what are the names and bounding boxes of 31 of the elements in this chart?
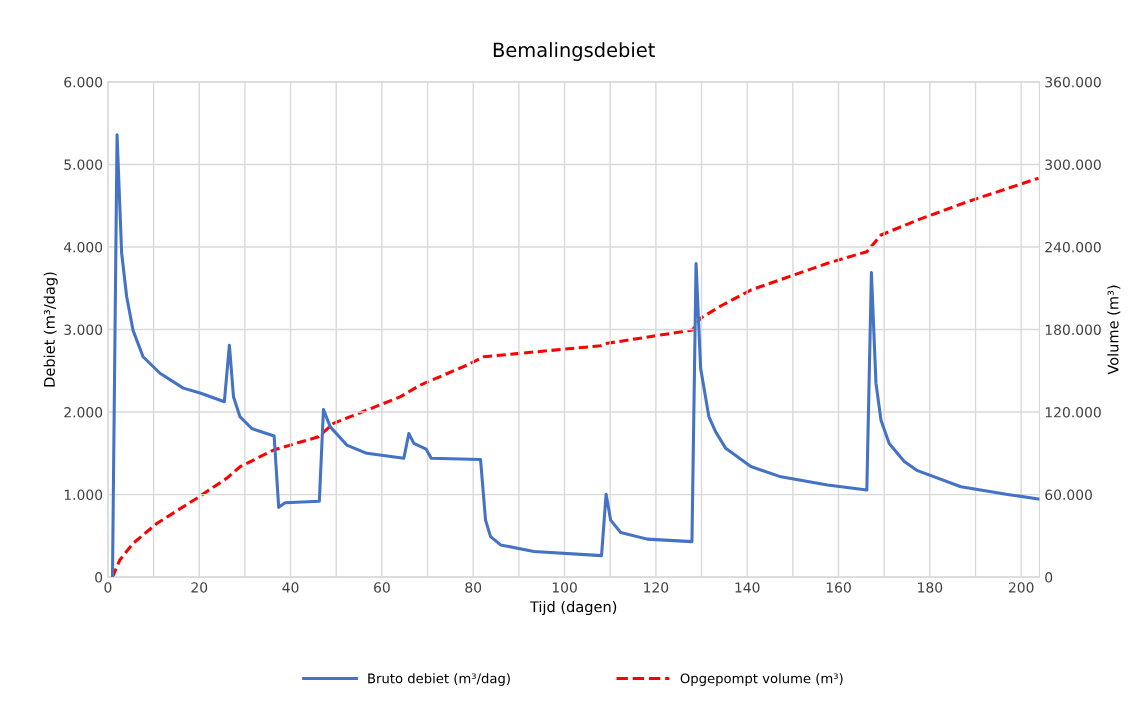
y2-tick-label: 360.000 — [1045, 76, 1101, 88]
y2-tick-label: 180.000 — [1045, 324, 1101, 335]
x-tick-label: 200 — [1008, 582, 1034, 593]
x-tick-label: 0 — [104, 582, 112, 593]
y-tick-label: 6.000 — [64, 76, 103, 88]
y-tick-label: 2.000 — [64, 407, 103, 418]
y2-tick-label: 60.000 — [1045, 489, 1092, 501]
y2-tick-label: 240.000 — [1045, 241, 1101, 253]
y-tick-label: 3.000 — [64, 324, 103, 335]
x-tick-label: 120 — [644, 582, 669, 593]
y-tick-label: 4.000 — [63, 241, 103, 253]
y2-axis-title: Volume (m³) — [1107, 285, 1121, 375]
x-tick-label: 160 — [826, 582, 851, 593]
x-tick-label: 40 — [282, 582, 299, 593]
y-tick-label: 1.000 — [64, 489, 103, 501]
y-tick-label: 5.000 — [64, 159, 103, 170]
legend-label: Bruto debiet (m³/dag) — [368, 673, 510, 686]
chart-title: Bemalingsdebiet — [493, 42, 655, 61]
x-tick-label: 80 — [465, 582, 482, 593]
x-tick-label: 20 — [191, 582, 208, 593]
y2-tick-label: 300.000 — [1045, 159, 1101, 170]
y2-tick-label: 0 — [1045, 572, 1053, 583]
x-tick-label: 180 — [918, 582, 943, 593]
legend-label: Opgepompt volume (m³) — [680, 673, 843, 686]
x-tick-label: 140 — [735, 582, 760, 593]
x-tick-label: 100 — [552, 582, 577, 593]
x-axis-title: Tijd (dagen) — [529, 600, 617, 616]
y-tick-label: 0 — [95, 572, 103, 583]
y-axis-title: Debiet (m³/dag) — [43, 272, 58, 387]
x-tick-label: 60 — [374, 582, 390, 593]
y2-tick-label: 120.000 — [1045, 407, 1101, 418]
